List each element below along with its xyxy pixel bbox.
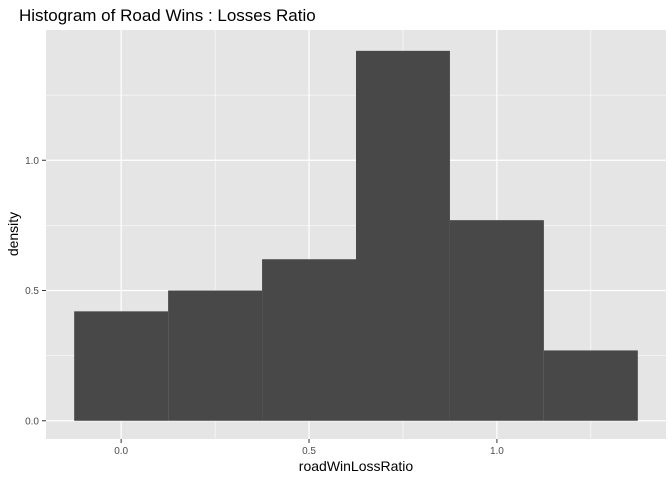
chart-title: Histogram of Road Wins : Losses Ratio [19, 6, 316, 25]
histogram-bar-6 [543, 350, 638, 421]
y-axis: 0.0 0.5 1.0 [25, 156, 46, 427]
histogram-bar-2 [168, 290, 263, 421]
y-tick-label: 0.0 [25, 416, 39, 427]
histogram-bar-5 [449, 220, 544, 421]
y-tick-label: 1.0 [25, 156, 39, 167]
x-axis-label: roadWinLossRatio [299, 458, 414, 474]
x-tick-label: 0.5 [302, 446, 316, 457]
x-axis: 0.0 0.5 1.0 [114, 439, 504, 457]
x-tick-label: 0.0 [114, 446, 128, 457]
histogram-bar-1 [74, 311, 169, 421]
y-axis-label: density [5, 212, 21, 256]
histogram-bars [74, 50, 638, 421]
x-tick-label: 1.0 [490, 446, 504, 457]
histogram-bar-4 [356, 50, 450, 421]
y-tick-label: 0.5 [25, 286, 39, 297]
histogram-bar-3 [262, 259, 356, 421]
